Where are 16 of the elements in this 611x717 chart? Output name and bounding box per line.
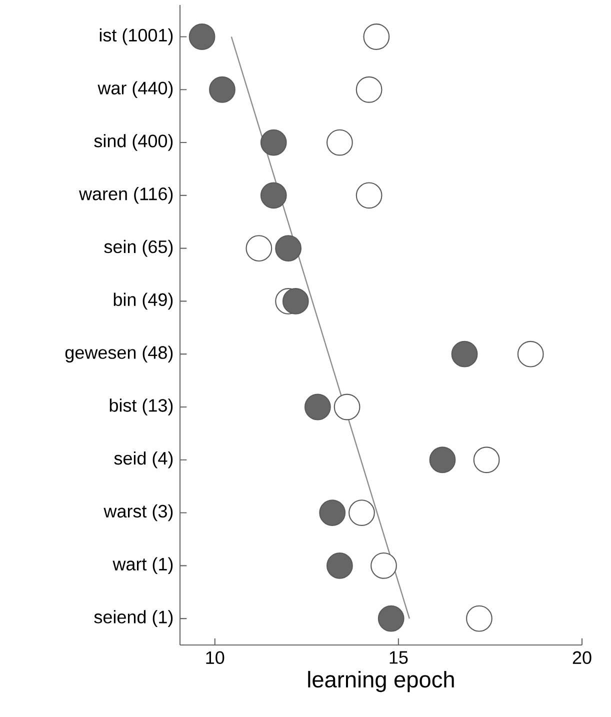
y-tick-label: bin (49)	[114, 292, 173, 310]
y-tick-label: waren (116)	[79, 187, 173, 204]
x-tick-label: 20	[572, 651, 592, 664]
x-axis-title: learning epoch	[308, 670, 454, 692]
y-tick-label: gewesen (48)	[65, 346, 173, 362]
y-tick-label: bist (13)	[110, 398, 173, 416]
y-tick-label: war (440)	[98, 81, 173, 98]
y-tick-label: seiend (1)	[94, 610, 173, 627]
y-tick-label: sein (65)	[104, 240, 173, 257]
x-tick-label: 15	[390, 651, 408, 664]
y-tick-label: ist (1001)	[100, 28, 173, 46]
x-tick-label: 10	[206, 651, 224, 664]
y-tick-label: warst (3)	[104, 504, 173, 522]
y-tick-label: seid (4)	[114, 451, 173, 468]
y-tick-label: wart (1)	[112, 557, 173, 574]
y-tick-label: sind (400)	[94, 134, 173, 151]
